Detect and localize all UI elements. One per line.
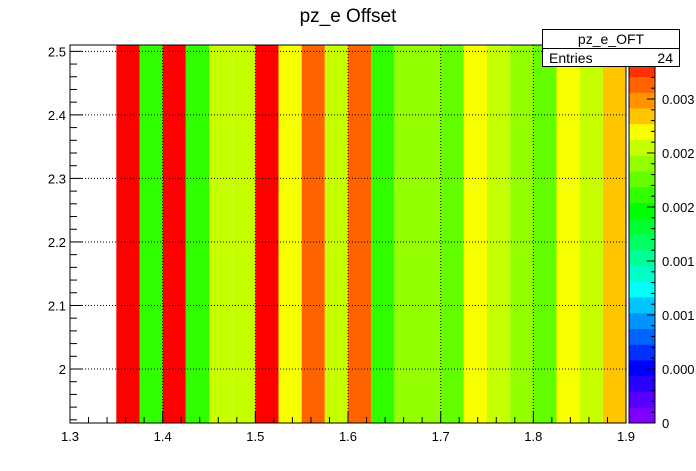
- heatmap-cell: [162, 45, 186, 423]
- color-scale-swatch: [629, 328, 655, 345]
- color-scale-swatch: [629, 123, 655, 140]
- color-scale-swatch: [629, 218, 655, 235]
- z-tick-label: 0.000: [662, 362, 695, 377]
- y-tick-label: 2.3: [48, 171, 66, 186]
- color-scale-swatch: [629, 344, 655, 361]
- color-scale-swatch: [629, 202, 655, 219]
- color-scale-swatch: [629, 108, 655, 125]
- z-tick-label: 0.002: [662, 200, 695, 215]
- z-tick-label: 0.001: [662, 308, 695, 323]
- z-tick-label: 0: [662, 416, 669, 431]
- color-scale-swatch: [629, 234, 655, 251]
- heatmap-cell: [348, 45, 372, 423]
- y-tick-label: 2.5: [48, 44, 66, 59]
- stats-entries-row: Entries 24: [543, 49, 679, 67]
- heatmap-cell: [371, 45, 395, 423]
- heatmap-cell: [417, 45, 441, 423]
- x-tick-label: 1.9: [617, 429, 635, 444]
- heatmap-cell: [463, 45, 487, 423]
- heatmap-cell: [185, 45, 209, 423]
- color-scale-swatch: [629, 76, 655, 93]
- color-scale-swatch: [629, 281, 655, 298]
- heatmap-cell: [510, 45, 534, 423]
- stats-entries-label: Entries: [549, 50, 593, 66]
- color-scale-swatch: [629, 249, 655, 266]
- heatmap-cell: [232, 45, 256, 423]
- z-tick-label: 0.001: [662, 254, 695, 269]
- color-scale-swatch: [629, 186, 655, 203]
- stats-box: pz_e_OFT Entries 24: [542, 29, 680, 67]
- chart-title: pz_e Offset: [299, 6, 397, 27]
- x-tick-label: 1.4: [154, 429, 172, 444]
- x-tick-label: 1.8: [524, 429, 542, 444]
- color-scale-swatch: [629, 391, 655, 408]
- y-tick-label: 2.1: [48, 298, 66, 313]
- stats-histogram-name: pz_e_OFT: [543, 30, 679, 49]
- color-scale-swatch: [629, 375, 655, 392]
- heatmap-cell: [324, 45, 348, 423]
- heatmap-cell: [440, 45, 464, 423]
- y-tick-label: 2.4: [48, 108, 66, 123]
- y-tick-label: 2.2: [48, 235, 66, 250]
- heatmap-cell: [556, 45, 580, 423]
- x-tick-label: 1.7: [432, 429, 450, 444]
- heatmap-cell: [579, 45, 603, 423]
- y-tick-label: 2: [59, 362, 66, 377]
- heatmap-cell: [139, 45, 163, 423]
- color-scale-swatch: [629, 360, 655, 377]
- heatmap-cell: [487, 45, 511, 423]
- color-scale-swatch: [629, 407, 655, 424]
- x-tick-label: 1.6: [339, 429, 357, 444]
- z-tick-label: 0.002: [662, 146, 695, 161]
- heatmap-cell: [394, 45, 418, 423]
- color-scale-swatch: [629, 155, 655, 172]
- color-scale-swatch: [629, 92, 655, 109]
- x-tick-label: 1.3: [61, 429, 79, 444]
- color-scale-swatch: [629, 265, 655, 282]
- heatmap-cell: [278, 45, 302, 423]
- color-scale-swatch: [629, 312, 655, 329]
- heatmap-cell: [209, 45, 233, 423]
- stats-entries-value: 24: [657, 50, 673, 66]
- x-tick-label: 1.5: [246, 429, 264, 444]
- heatmap-cell: [255, 45, 279, 423]
- z-tick-label: 0.003: [662, 92, 695, 107]
- heatmap-cell: [533, 45, 557, 423]
- color-scale-swatch: [629, 297, 655, 314]
- color-scale-swatch: [629, 139, 655, 156]
- heatmap-cell: [116, 45, 140, 423]
- color-scale-swatch: [629, 171, 655, 188]
- heatmap-cell: [602, 45, 626, 423]
- heatmap-cell: [301, 45, 325, 423]
